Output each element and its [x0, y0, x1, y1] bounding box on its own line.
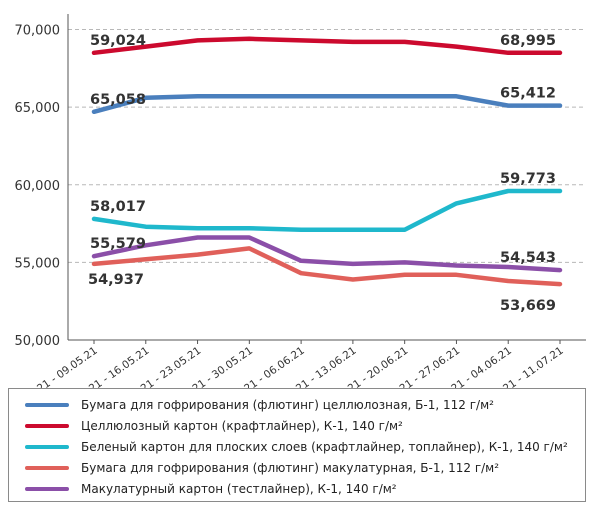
data-label: 55,579 — [90, 236, 146, 252]
data-label: 65,412 — [500, 86, 556, 102]
legend-item: Беленый картон для плоских слоев (крафтл… — [9, 436, 585, 457]
legend-swatch — [25, 402, 69, 407]
data-label: 59,024 — [90, 33, 146, 49]
legend-swatch — [25, 465, 69, 470]
y-tick-label: 65,000 — [15, 101, 61, 116]
legend-item: Целлюлозный картон (крафтлайнер), К-1, 1… — [9, 415, 585, 436]
legend-swatch — [25, 423, 69, 428]
series-line — [91, 246, 563, 287]
y-tick-label: 55,000 — [15, 256, 61, 271]
y-tick-label: 60,000 — [15, 179, 61, 194]
data-label: 54,937 — [88, 272, 144, 288]
data-label: 58,017 — [90, 199, 146, 215]
data-label: 53,669 — [500, 298, 556, 314]
y-tick-label: 70,000 — [15, 24, 61, 39]
series-line — [91, 235, 563, 273]
legend-label: Беленый картон для плоских слоев (крафтл… — [81, 439, 568, 454]
legend-swatch — [25, 486, 69, 491]
legend: Бумага для гофрирования (флютинг) целлюл… — [8, 388, 586, 502]
legend-label: Бумага для гофрирования (флютинг) целлюл… — [81, 397, 494, 412]
legend-item: Бумага для гофрирования (флютинг) целлюл… — [9, 394, 585, 415]
x-tick-label: 03.05.21 - 09.05.21 — [8, 345, 100, 388]
data-label: 54,543 — [500, 250, 556, 266]
series-line — [91, 188, 563, 233]
legend-item: Макулатурный картон (тестлайнер), К-1, 1… — [9, 478, 585, 499]
legend-swatch — [25, 444, 69, 449]
legend-item: Бумага для гофрирования (флютинг) макула… — [9, 457, 585, 478]
data-label: 65,058 — [90, 92, 146, 108]
data-label: 59,773 — [500, 171, 556, 187]
data-label: 68,995 — [500, 33, 556, 49]
series-line — [91, 36, 563, 56]
series-line — [91, 94, 563, 115]
y-tick-label: 50,000 — [15, 334, 61, 349]
legend-label: Бумага для гофрирования (флютинг) макула… — [81, 460, 500, 475]
legend-label: Целлюлозный картон (крафтлайнер), К-1, 1… — [81, 418, 403, 433]
line-chart: 50,000 55,000 60,000 65,000 70,000 03.05.21 -… — [8, 14, 586, 414]
legend-label: Макулатурный картон (тестлайнер), К-1, 1… — [81, 481, 397, 496]
